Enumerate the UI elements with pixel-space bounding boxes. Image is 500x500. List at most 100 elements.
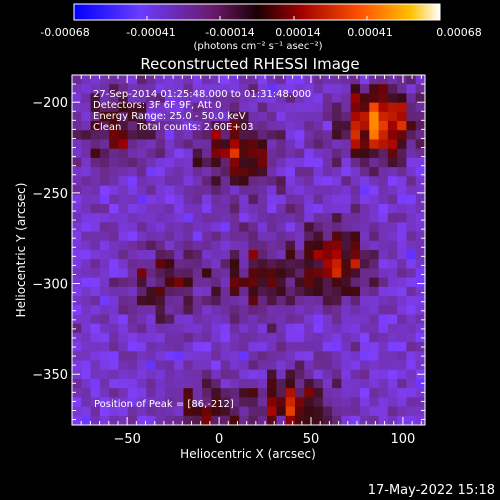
heatmap-cell	[359, 305, 370, 316]
heatmap-cell	[81, 250, 92, 260]
heatmap-cell	[164, 121, 175, 131]
heatmap-cell	[369, 111, 380, 122]
heatmap-cell	[90, 75, 101, 85]
heatmap-cell	[137, 305, 147, 316]
heatmap-cell	[257, 148, 268, 159]
heatmap-cell	[81, 296, 92, 306]
heatmap-cell	[397, 305, 408, 316]
heatmap-cell	[174, 397, 185, 408]
heatmap-cell	[359, 342, 370, 352]
heatmap-cell	[294, 388, 305, 398]
heatmap-cell	[155, 130, 166, 141]
heatmap-cell	[220, 250, 231, 260]
heatmap-cell	[99, 351, 110, 362]
heatmap-cell	[248, 194, 259, 205]
heatmap-cell	[322, 415, 333, 425]
heatmap-cell	[332, 148, 342, 159]
heatmap-cell	[397, 102, 408, 113]
heatmap-cell	[220, 351, 231, 362]
heatmap-cell	[90, 406, 101, 417]
heatmap-cell	[109, 314, 120, 325]
heatmap-cell	[99, 277, 110, 288]
heatmap-cell	[81, 314, 92, 325]
heatmap-cell	[341, 203, 352, 214]
heatmap-cell	[369, 213, 380, 223]
heatmap-cell	[322, 369, 333, 380]
heatmap-cell	[350, 397, 361, 408]
heatmap-cell	[146, 360, 157, 371]
heatmap-cell	[350, 342, 361, 352]
heatmap-cell	[294, 342, 305, 352]
heatmap-cell	[322, 286, 333, 297]
heatmap-cell	[164, 111, 175, 122]
heatmap-cell	[341, 148, 352, 159]
heatmap-cell	[397, 415, 408, 425]
heatmap-cell	[341, 130, 352, 141]
heatmap-cell	[99, 176, 110, 187]
heatmap-cell	[406, 332, 417, 343]
heatmap-cell	[174, 93, 185, 104]
heatmap-cell	[304, 286, 315, 297]
heatmap-cell	[397, 222, 408, 233]
heatmap-cell	[313, 240, 324, 251]
heatmap-cell	[350, 415, 361, 425]
heatmap-cell	[378, 157, 389, 168]
heatmap-cell	[294, 268, 305, 279]
heatmap-cell	[415, 277, 425, 288]
heatmap-cell	[350, 286, 361, 297]
heatmap-cell	[137, 314, 147, 325]
heatmap-cell	[229, 259, 240, 270]
heatmap-cell	[415, 185, 425, 196]
heatmap-cell	[239, 286, 250, 297]
heatmap-cell	[369, 323, 380, 334]
heatmap-cell	[183, 286, 194, 297]
heatmap-cell	[332, 231, 342, 242]
heatmap-cell	[99, 148, 110, 159]
heatmap-cell	[90, 148, 101, 159]
heatmap-cell	[155, 231, 166, 242]
heatmap-cell	[387, 75, 398, 85]
heatmap-cell	[174, 139, 185, 150]
heatmap-cell	[350, 157, 361, 168]
heatmap-cell	[369, 75, 380, 85]
heatmap-cell	[359, 231, 370, 242]
heatmap-cell	[229, 360, 240, 371]
heatmap-cell	[109, 369, 120, 380]
heatmap-cell	[276, 194, 287, 205]
heatmap-cell	[137, 102, 147, 113]
heatmap-cell	[220, 231, 231, 242]
heatmap-cell	[183, 360, 194, 371]
heatmap-cell	[378, 222, 389, 233]
heatmap-cell	[202, 360, 212, 371]
heatmap-cell	[304, 185, 315, 196]
heatmap-cell	[146, 332, 157, 343]
heatmap-cell	[155, 84, 166, 95]
heatmap-cell	[341, 157, 352, 168]
heatmap-cell	[239, 185, 250, 196]
heatmap-cell	[248, 369, 259, 380]
heatmap-cell	[81, 323, 92, 334]
heatmap-cell	[294, 250, 305, 260]
heatmap-cell	[322, 406, 333, 417]
heatmap-cell	[257, 369, 268, 380]
heatmap-cell	[406, 111, 417, 122]
heatmap-cell	[397, 286, 408, 297]
heatmap-cell	[276, 277, 287, 288]
heatmap-cell	[72, 139, 82, 150]
heatmap-cell	[350, 240, 361, 251]
heatmap-cell	[322, 203, 333, 214]
heatmap-cell	[369, 231, 380, 242]
heatmap-cell	[72, 259, 82, 270]
heatmap-cell	[369, 93, 380, 104]
heatmap-cell	[90, 130, 101, 141]
heatmap-cell	[202, 130, 212, 141]
heatmap-cell	[406, 378, 417, 389]
heatmap-cell	[387, 102, 398, 113]
heatmap-cell	[350, 111, 361, 122]
heatmap-cell	[239, 250, 250, 260]
heatmap-cell	[294, 203, 305, 214]
heatmap-cell	[406, 397, 417, 408]
heatmap-cell	[406, 84, 417, 95]
heatmap-cell	[397, 296, 408, 306]
heatmap-cell	[248, 75, 259, 85]
